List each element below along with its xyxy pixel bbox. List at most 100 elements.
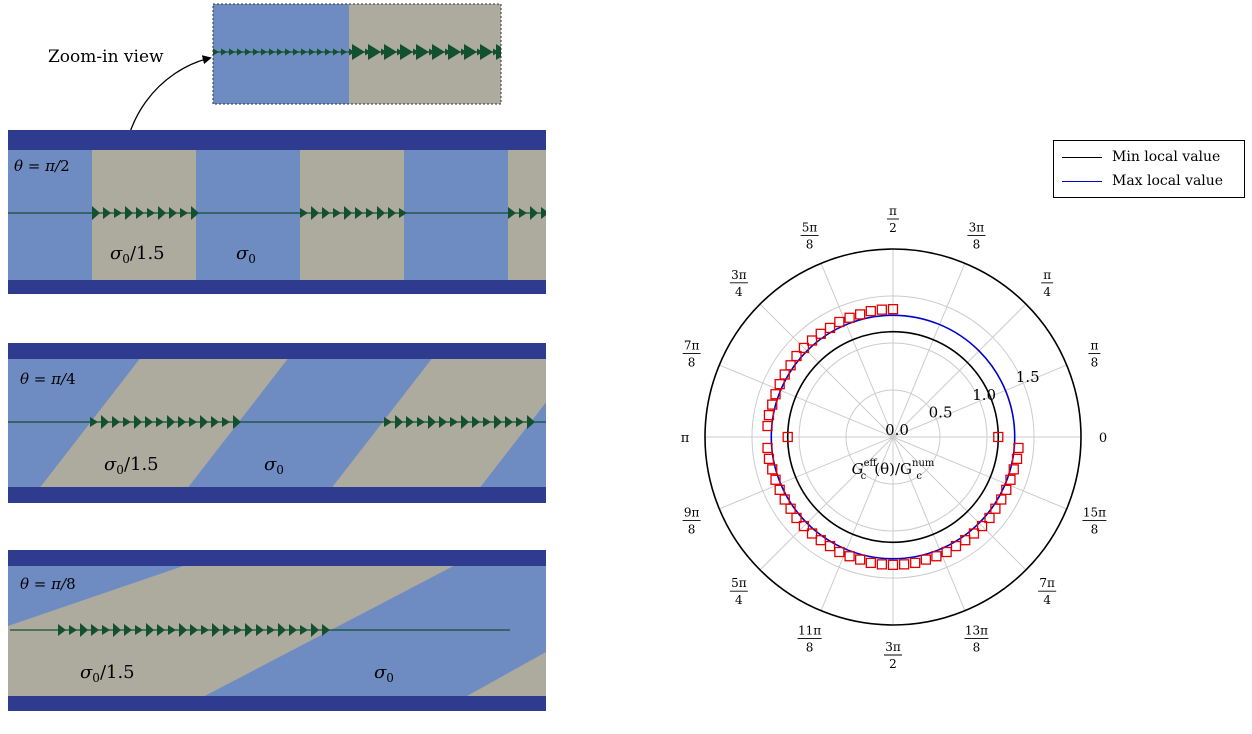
polar-grid-circle (845, 389, 941, 485)
crack-segment (145, 416, 153, 428)
angle-label-numerator: π (889, 204, 897, 218)
zoom-in-label: Zoom-in view (48, 47, 164, 67)
polar-data-marker (950, 540, 962, 552)
polar-data-marker (960, 535, 971, 546)
crack-segment (158, 206, 166, 220)
crack-segment (261, 48, 267, 56)
panel2-bottom-boundary (8, 487, 546, 503)
crack-segment (234, 625, 242, 635)
crack-segment (157, 624, 165, 636)
polar-data-marker (806, 335, 818, 346)
polar-data-marker (785, 360, 796, 371)
crack-segment (377, 206, 385, 220)
polar-data-marker (763, 453, 775, 465)
polar-data-marker (855, 554, 866, 565)
crack-segment (293, 48, 299, 56)
crack-segment (212, 623, 220, 637)
polar-data-marker (762, 442, 773, 454)
crack-segment (341, 48, 347, 56)
crack-segment (113, 623, 121, 637)
polar-data-marker (834, 546, 845, 558)
polar-data-marker (996, 494, 1007, 505)
polar-data-marker (876, 304, 888, 315)
polar-data-marker (855, 309, 866, 320)
panel2-grey-stripe (0, 343, 8, 503)
crack-segment (384, 417, 392, 427)
panel3-top-boundary (8, 550, 546, 566)
crack-segment (289, 624, 297, 636)
polar-angle-label: π2 (887, 204, 899, 235)
crack-segment (311, 623, 319, 637)
polar-angle-label: π8 (1088, 339, 1101, 370)
crack-segment (245, 48, 251, 56)
crack-segment (496, 44, 501, 60)
crack-segment (530, 206, 538, 220)
polar-angle-label: 3π2 (884, 640, 902, 671)
crack-segment (333, 208, 341, 218)
panel3-theta-label: θ = π/8 (20, 575, 76, 593)
crack-segment (439, 416, 447, 428)
polar-data-marker (798, 342, 810, 354)
polar-angle-label: 9π8 (682, 505, 701, 536)
crack-segment (245, 623, 253, 637)
angle-label-numerator: 11π (798, 623, 821, 637)
angle-label-denominator: 4 (1043, 593, 1051, 607)
panel-theta-pi-2 (8, 130, 546, 294)
angle-label-numerator: 7π (684, 339, 700, 353)
polar-data-marker (844, 312, 855, 323)
crack-segment (432, 44, 445, 60)
angle-label-numerator: π (1090, 339, 1098, 353)
crack-segment (103, 207, 111, 219)
crack-segment (58, 624, 66, 636)
zoom-in-panel (213, 4, 501, 104)
panel2-top-boundary (8, 343, 546, 359)
crack-segment (114, 208, 122, 218)
polar-data-marker (984, 512, 995, 524)
crack-segment (190, 624, 198, 636)
angle-label-denominator: 4 (1043, 285, 1051, 299)
crack-segment (399, 208, 407, 218)
polar-data-marker (770, 389, 781, 400)
crack-segment (124, 624, 132, 636)
crack-segment (333, 48, 339, 56)
crack-segment (483, 417, 491, 427)
polar-data-marker (834, 316, 845, 328)
angle-label-numerator: π (1043, 268, 1051, 282)
polar-series (770, 314, 1016, 560)
crack-segment (480, 44, 493, 60)
angle-label-denominator: 8 (806, 238, 814, 252)
crack-segment (200, 415, 208, 429)
polar-radial-axis-label: Geff c (θ)/Gnum c (852, 458, 935, 482)
crack-segment (527, 415, 535, 429)
polar-data-marker (779, 369, 790, 380)
crack-segment (267, 625, 275, 635)
panel3-crack (10, 623, 510, 637)
angle-label-denominator: 8 (973, 238, 981, 252)
crack-segment (368, 44, 381, 60)
crack-segment (461, 415, 469, 429)
crack-segment (519, 208, 527, 218)
polar-data-marker (767, 464, 778, 475)
polar-angle-label: 3π8 (967, 221, 986, 252)
polar-angle-label: 7π8 (682, 339, 701, 370)
polar-radial-tick-label: 1.5 (1016, 368, 1040, 386)
crack-segment (178, 416, 186, 428)
crack-segment (123, 417, 131, 427)
crack-segment (428, 415, 436, 429)
crack-segment (277, 48, 283, 56)
crack-segment (146, 623, 154, 637)
crack-segment (223, 624, 231, 636)
crack-segment (168, 625, 176, 635)
crack-segment (311, 206, 319, 220)
crack-segment (395, 415, 403, 429)
crack-segment (400, 44, 413, 60)
polar-radial-tick-label: 0.0 (885, 421, 909, 439)
crack-segment (464, 44, 477, 60)
panel1-background (8, 130, 546, 294)
panel3-label-strong: σ0 (374, 662, 394, 685)
angle-label-numerator: 15π (1083, 505, 1106, 519)
zoom-crack (213, 44, 501, 60)
polar-data-marker (763, 409, 775, 421)
